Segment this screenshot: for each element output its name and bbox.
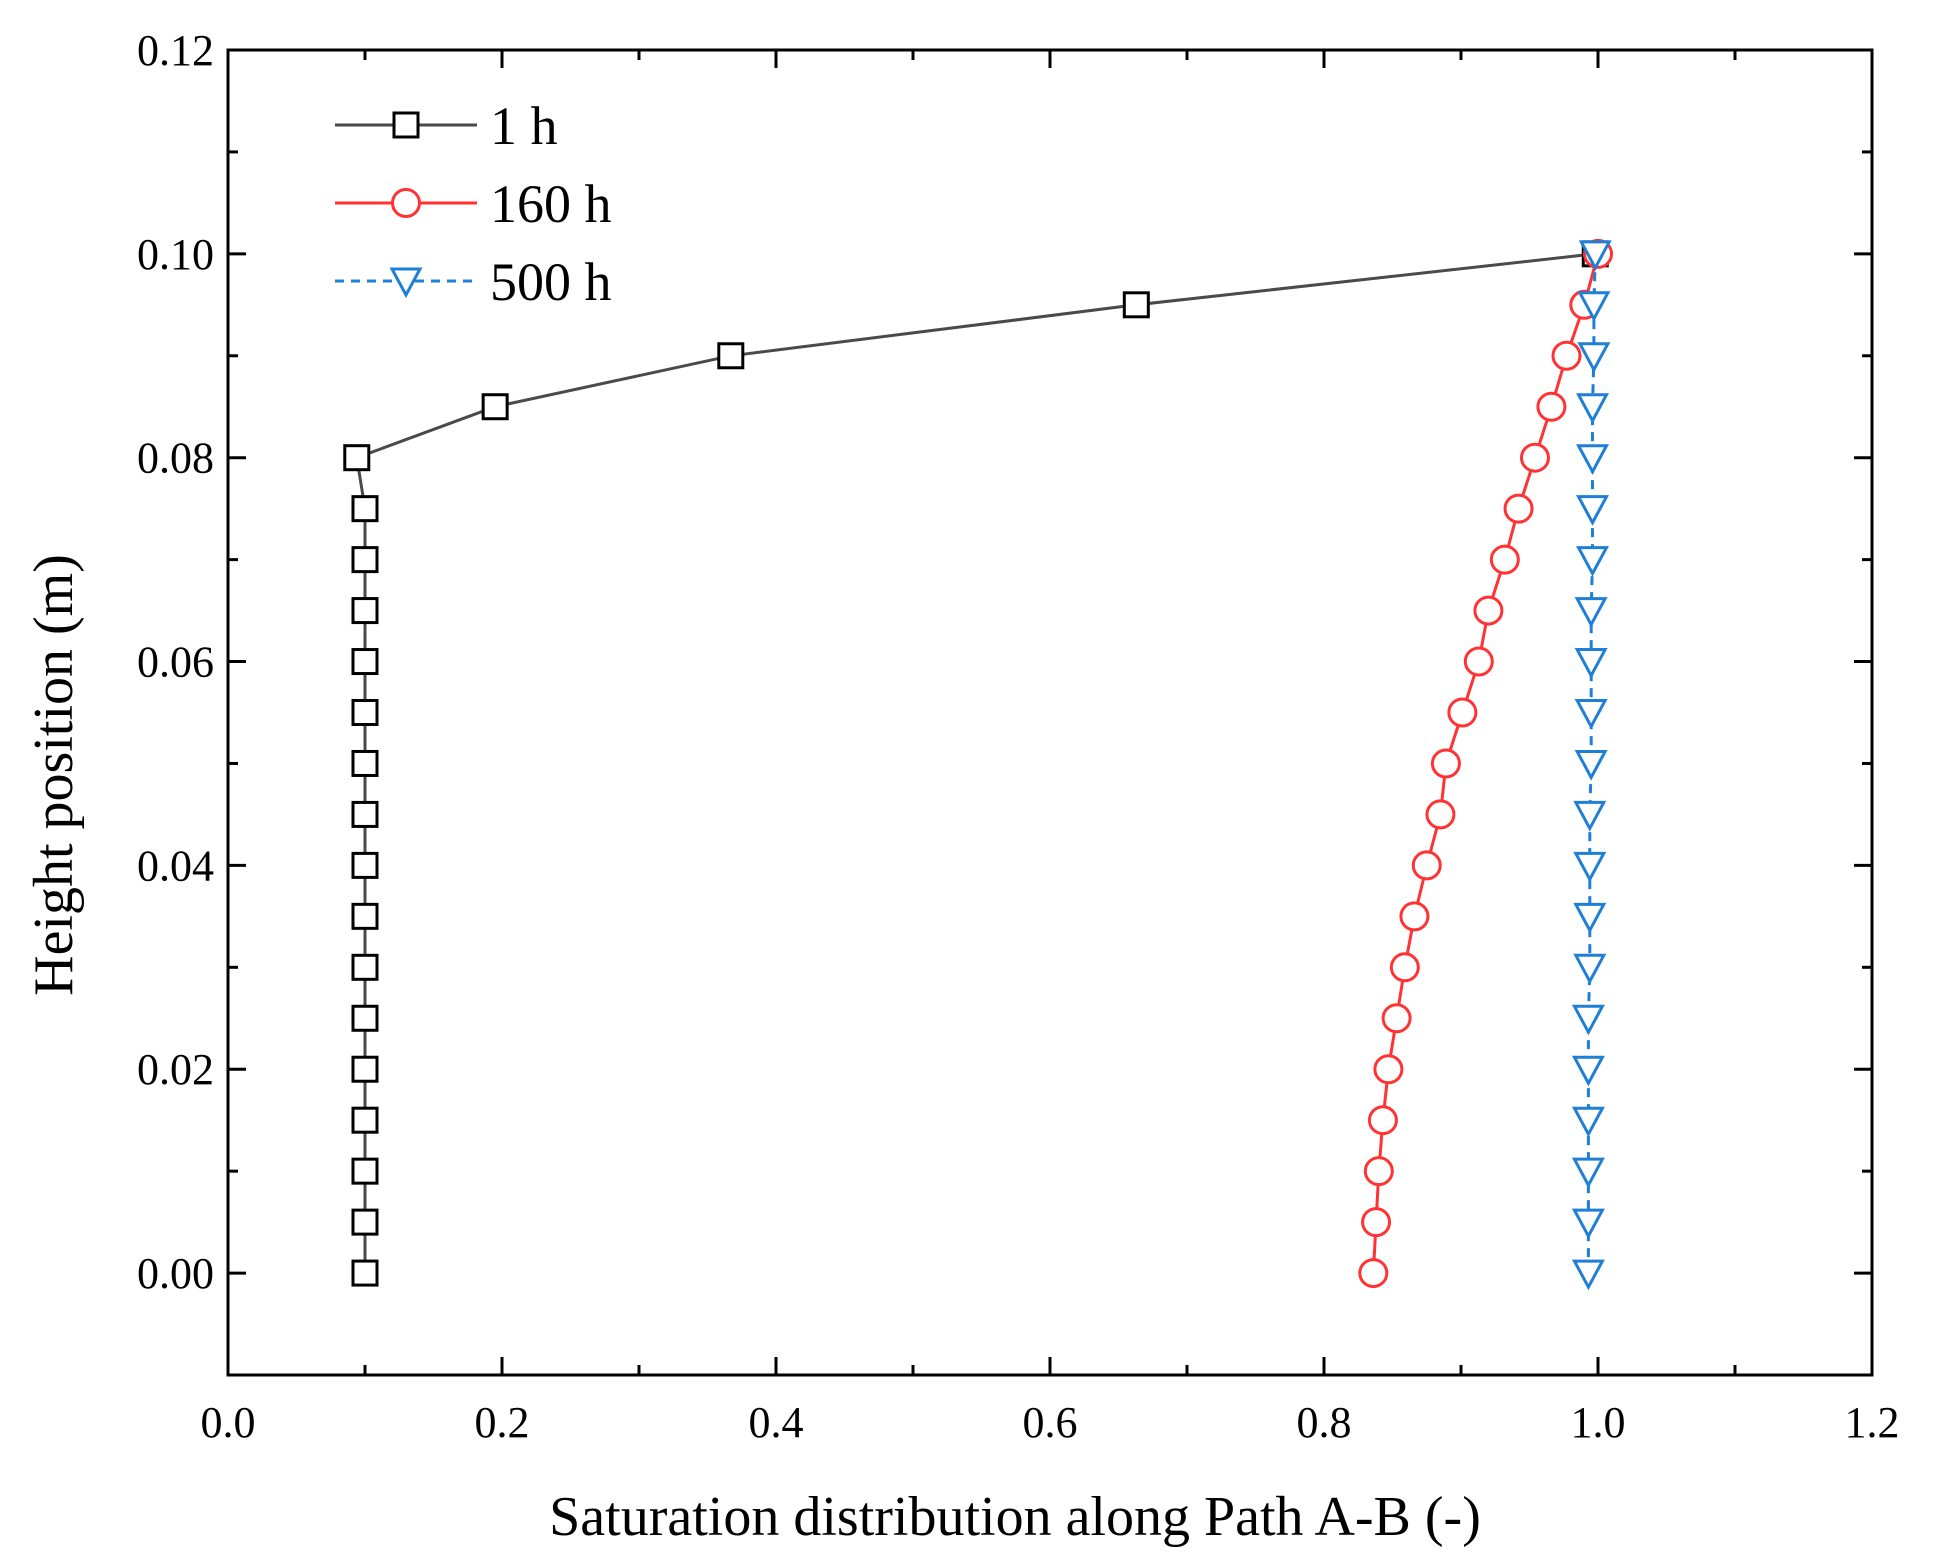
x-tick-label: 0.0: [201, 1398, 256, 1447]
data-point: [1571, 1259, 1605, 1291]
data-point: [351, 800, 379, 828]
data-point: [351, 1055, 379, 1083]
data-point: [1503, 493, 1534, 524]
data-point: [351, 648, 379, 676]
series-line: [355, 252, 1596, 1274]
data-point: [1574, 699, 1608, 730]
y-tick-label: 0.12: [137, 26, 214, 75]
data-point: [1576, 495, 1610, 526]
data-point: [351, 1106, 379, 1134]
data-point: [1574, 749, 1608, 781]
legend-label: 500 h: [490, 252, 612, 312]
data-point: [1473, 595, 1504, 626]
legend-marker: [391, 188, 421, 218]
data-point: [351, 495, 379, 523]
y-tick-label: 0.08: [137, 434, 214, 483]
legend-label: 1 h: [490, 96, 558, 156]
data-point: [1463, 646, 1494, 677]
y-axis-title: Height position (m): [23, 554, 85, 996]
data-point: [351, 597, 379, 625]
data-point: [1411, 850, 1442, 881]
data-point: [1577, 342, 1611, 373]
legend-marker: [392, 111, 420, 139]
x-axis-title: Saturation distribution along Path A-B (…: [549, 1486, 1481, 1548]
data-point: [1489, 544, 1520, 575]
data-point: [1425, 799, 1456, 830]
data-point: [1373, 1054, 1404, 1085]
data-point: [1361, 1207, 1392, 1238]
legend-label: 160 h: [490, 174, 612, 234]
series-1: [1358, 238, 1613, 1289]
data-point: [1389, 952, 1420, 983]
data-point: [1571, 1157, 1605, 1189]
data-point: [351, 953, 379, 981]
data-point: [1430, 748, 1461, 779]
ticks-layer: 0.0 0.2 0.4 0.6 0.8 1.0 1.2 0.00 0.02 0.04 0.06 0.0…: [137, 26, 1900, 1447]
series-2: [1571, 240, 1612, 1291]
data-point: [1573, 953, 1607, 985]
data-point: [351, 1157, 379, 1185]
series-0: [343, 240, 1609, 1287]
data-point: [1573, 902, 1607, 934]
data-point: [343, 444, 371, 472]
data-point: [1399, 901, 1430, 932]
data-point: [1447, 697, 1478, 728]
data-point: [1363, 1156, 1394, 1187]
legend: 1 h 160 h 500 h: [335, 96, 612, 312]
data-point: [351, 749, 379, 777]
data-point: [1571, 1208, 1605, 1240]
data-point: [351, 546, 379, 574]
data-point: [1367, 1105, 1398, 1136]
data-point: [1573, 851, 1607, 883]
y-tick-label: 0.06: [137, 638, 214, 687]
data-point: [1381, 1003, 1412, 1034]
x-tick-label: 1.2: [1845, 1398, 1900, 1447]
data-point: [351, 1208, 379, 1236]
data-point: [1576, 444, 1610, 475]
y-tick-label: 0.02: [137, 1045, 214, 1094]
data-point: [1122, 291, 1150, 319]
axes-layer: [226, 48, 1874, 1377]
x-tick-label: 1.0: [1571, 1398, 1626, 1447]
plot-frame: [226, 48, 1874, 1377]
y-tick-label: 0.10: [137, 230, 214, 279]
data-point: [1574, 597, 1608, 628]
x-tick-label: 0.2: [475, 1398, 530, 1447]
data-point: [1571, 1004, 1605, 1036]
data-point: [481, 393, 509, 421]
y-tick-label: 0.04: [137, 841, 214, 890]
data-point: [1577, 291, 1611, 322]
legend-marker: [389, 267, 423, 299]
data-point: [1574, 648, 1608, 679]
y-tick-label: 0.00: [137, 1249, 214, 1298]
data-point: [351, 1004, 379, 1032]
data-point: [351, 1259, 379, 1287]
data-point: [1576, 393, 1610, 424]
data-point: [351, 699, 379, 726]
data-point: [1358, 1258, 1389, 1289]
data-point: [1576, 546, 1610, 577]
data-point: [1571, 1106, 1605, 1138]
x-tick-label: 0.8: [1297, 1398, 1352, 1447]
data-point: [1571, 1055, 1605, 1087]
data-point: [351, 851, 379, 879]
data-point: [1551, 340, 1582, 371]
data-point: [1519, 442, 1550, 473]
data-point: [717, 342, 745, 370]
data-point: [1536, 391, 1567, 422]
x-tick-label: 0.6: [1023, 1398, 1078, 1447]
legend-item: 160 h: [335, 174, 612, 234]
legend-item: 1 h: [335, 96, 558, 156]
data-point: [351, 902, 379, 930]
data-point: [1573, 800, 1607, 832]
data-point: [1578, 240, 1612, 272]
x-tick-label: 0.4: [749, 1398, 804, 1447]
series-layer: [343, 238, 1613, 1291]
legend-item: 500 h: [335, 252, 612, 312]
